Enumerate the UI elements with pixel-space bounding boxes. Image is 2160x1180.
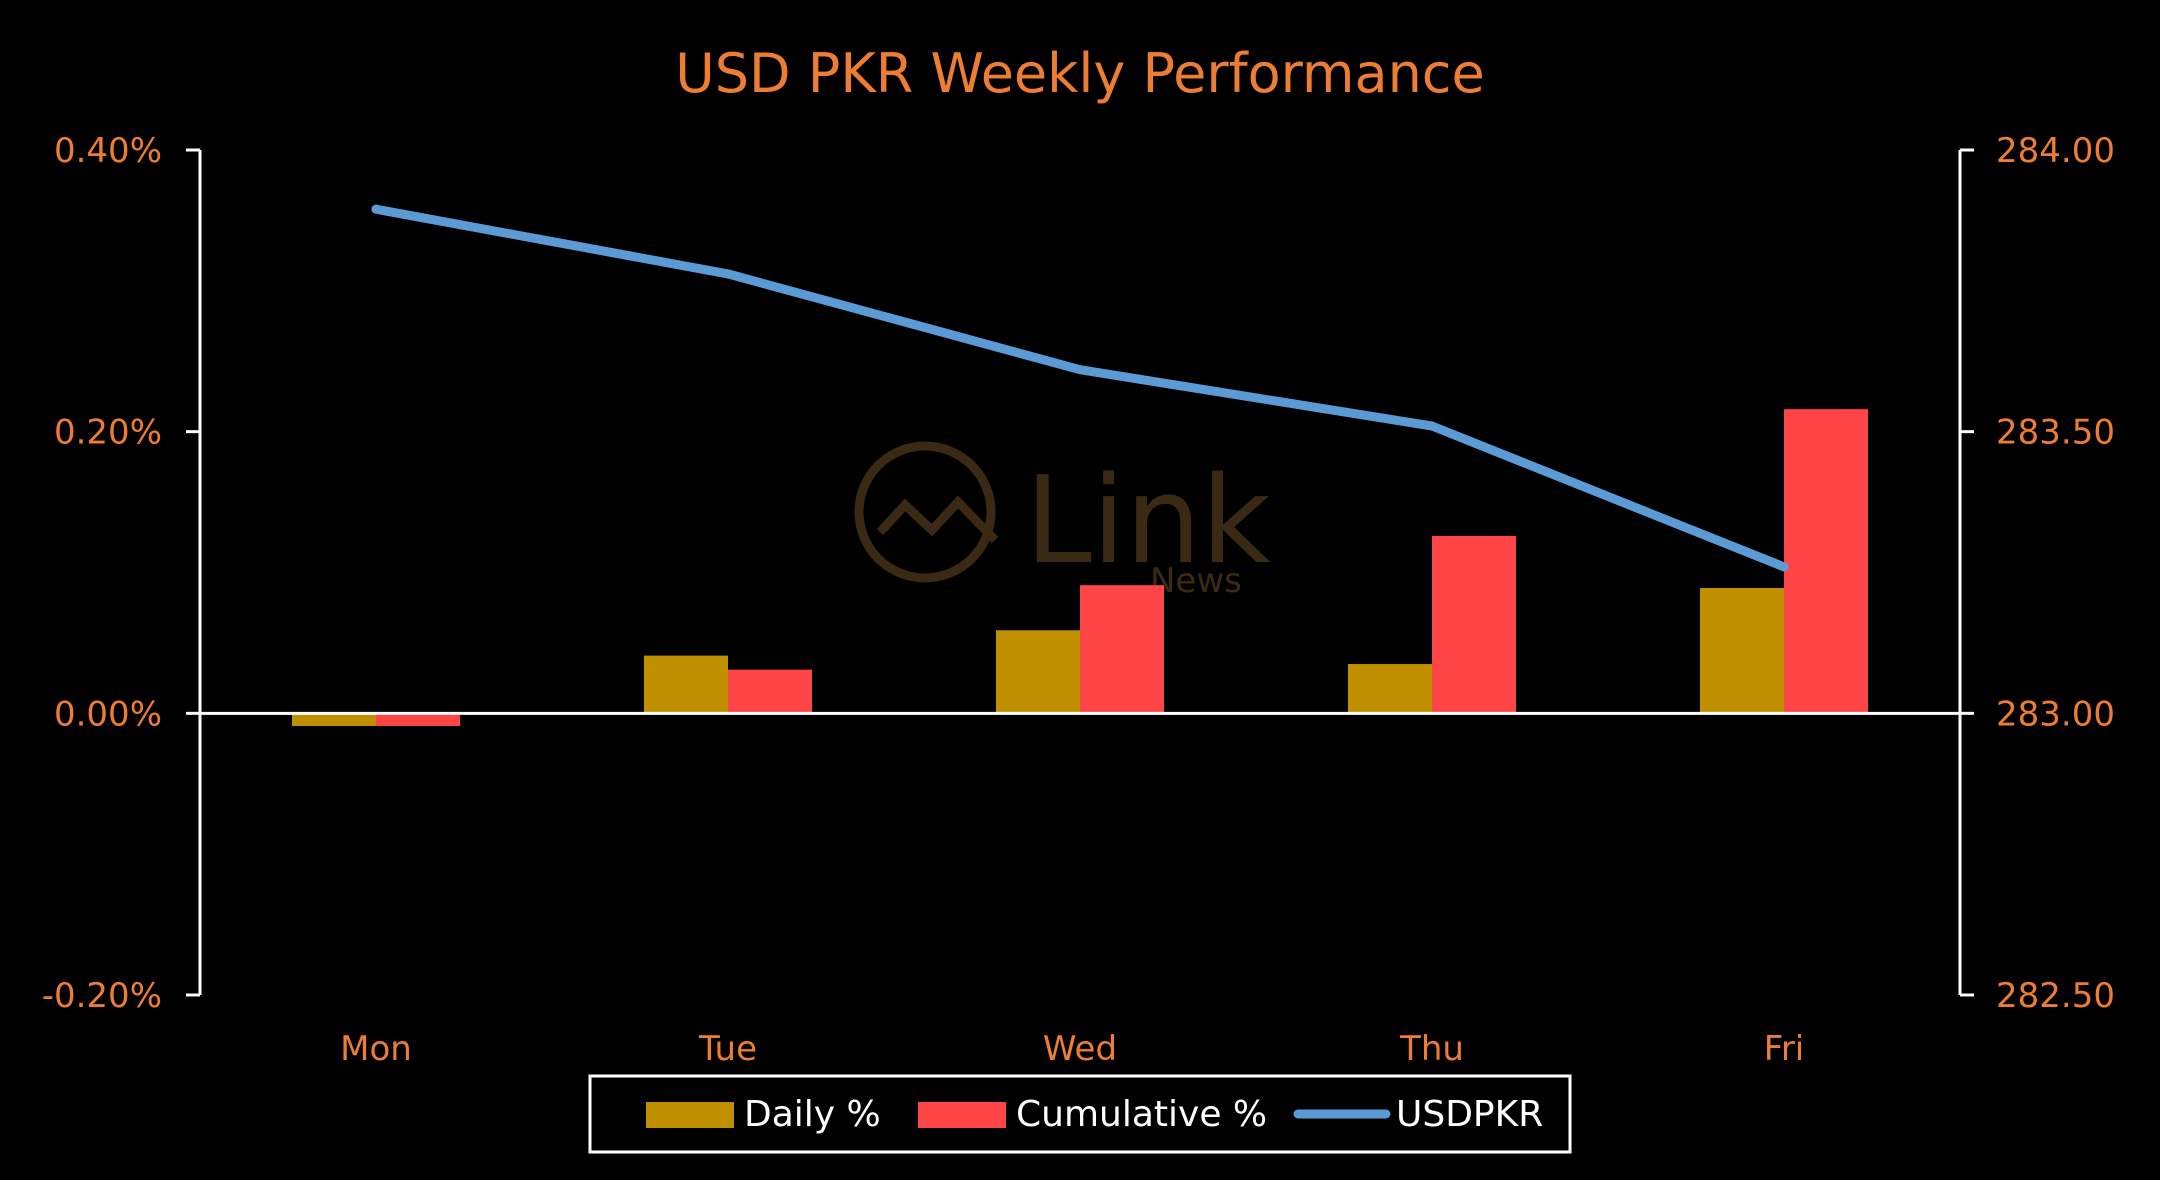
legend-swatch-daily <box>646 1102 734 1128</box>
point-usdpkr-tue <box>723 269 733 279</box>
bar-daily-thu <box>1348 664 1432 714</box>
bar-daily-fri <box>1700 587 1784 714</box>
watermark-wave-icon <box>876 495 999 544</box>
legend-box <box>588 1074 1572 1154</box>
point-usdpkr-thu <box>1427 421 1437 431</box>
y-right-tick-label: 283.00 <box>1996 694 2115 734</box>
point-usdpkr-fri <box>1779 562 1789 572</box>
x-tick-label: Thu <box>1399 1029 1464 1069</box>
legend: Daily % Cumulative % USDPKR <box>588 1074 1572 1154</box>
bar-daily-tue <box>644 655 728 714</box>
bar-cumulative-fri <box>1784 409 1868 714</box>
bar-daily-mon <box>292 713 376 727</box>
y-right-tick-label: 284.00 <box>1996 131 2115 171</box>
x-tick-label: Tue <box>698 1029 757 1069</box>
y-left-tick-label: -0.20% <box>42 976 162 1016</box>
watermark-logo: Link News <box>854 441 1271 601</box>
legend-label-usdpkr: USDPKR <box>1396 1094 1543 1135</box>
point-usdpkr-wed <box>1075 365 1085 375</box>
x-tick-label: Mon <box>340 1029 412 1069</box>
y-right-tick-label: 282.50 <box>1996 976 2115 1016</box>
x-tick-label: Wed <box>1043 1029 1117 1069</box>
bar-cumulative-wed <box>1080 585 1164 714</box>
legend-label-cumulative: Cumulative % <box>1016 1094 1267 1135</box>
y-left-tick-label: 0.20% <box>54 413 162 453</box>
point-usdpkr-mon <box>371 204 381 214</box>
watermark-circle-icon <box>854 441 996 583</box>
watermark-sub: News <box>1150 561 1242 601</box>
chart-title: USD PKR Weekly Performance <box>675 42 1484 105</box>
plot-area: 0.40% 0.20% 0.00% -0.20% 284.00 283.50 283.00 2… <box>42 131 2115 1069</box>
bar-cumulative-thu <box>1432 535 1516 714</box>
legend-label-daily: Daily % <box>744 1094 881 1135</box>
bar-daily-wed <box>996 630 1080 714</box>
x-tick-label: Fri <box>1764 1029 1805 1069</box>
y-left-tick-label: 0.40% <box>54 131 162 171</box>
legend-swatch-cumulative <box>918 1102 1006 1128</box>
y-right-tick-label: 283.50 <box>1996 413 2115 453</box>
bar-cumulative-mon <box>376 713 460 727</box>
y-left-tick-label: 0.00% <box>54 694 162 734</box>
watermark-name: Link <box>1025 452 1271 591</box>
bar-cumulative-tue <box>728 669 812 714</box>
